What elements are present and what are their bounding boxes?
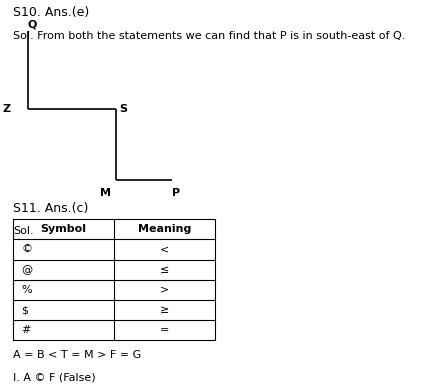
Text: >: > [160,285,169,295]
Text: =: = [160,325,169,335]
Text: ≥: ≥ [160,305,169,315]
Text: Symbol: Symbol [40,224,86,234]
Text: @: @ [22,265,33,275]
Text: Meaning: Meaning [138,224,191,234]
Text: Sol. From both the statements we can find that P is in south-east of Q.: Sol. From both the statements we can fin… [13,31,405,41]
Text: P: P [172,188,180,198]
Text: Q: Q [28,19,37,29]
Text: M: M [100,188,111,198]
Text: I. A © F (False): I. A © F (False) [13,372,95,383]
Text: S11. Ans.(c): S11. Ans.(c) [13,202,88,215]
Text: A = B < T = M > F = G: A = B < T = M > F = G [13,350,141,360]
Text: $: $ [22,305,28,315]
Text: %: % [22,285,32,295]
Text: Sol.: Sol. [13,226,34,236]
Text: ©: © [22,244,33,255]
Text: S10. Ans.(e): S10. Ans.(e) [13,6,89,19]
Text: #: # [22,325,31,335]
Text: S: S [120,104,128,114]
Text: Z: Z [3,104,11,114]
Text: <: < [160,244,169,255]
Text: ≤: ≤ [160,265,169,275]
